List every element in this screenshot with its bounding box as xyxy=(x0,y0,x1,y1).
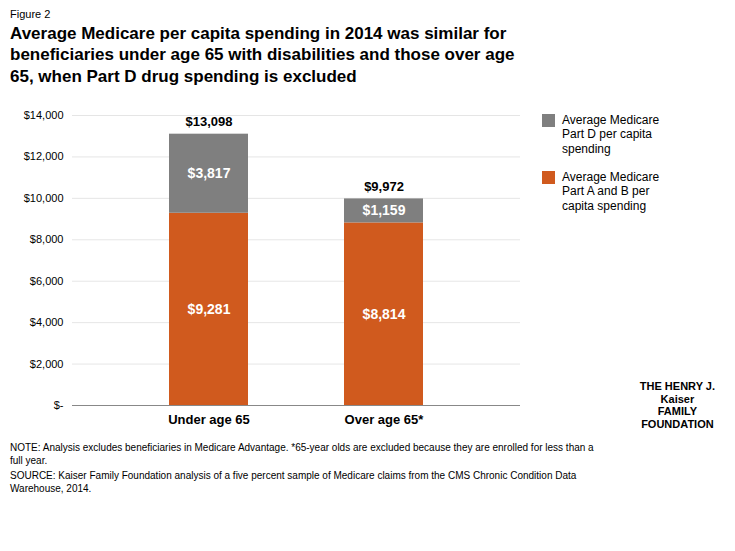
svg-text:$12,000: $12,000 xyxy=(24,150,64,162)
svg-text:$8,814: $8,814 xyxy=(363,305,406,321)
html-text:Average Medicare Part D per ca: Average Medicare Part D per capita spend… xyxy=(562,112,660,156)
svg-text:$6,000: $6,000 xyxy=(30,274,64,286)
svg-text:$2,000: $2,000 xyxy=(30,357,64,369)
svg-text:$13,098: $13,098 xyxy=(186,114,233,129)
svg-text:$14,000: $14,000 xyxy=(24,109,64,121)
svg-text:$9,281: $9,281 xyxy=(188,301,231,317)
svg-text:$4,000: $4,000 xyxy=(30,316,64,328)
html-text:Average Medicare per capita sp: Average Medicare per capita spending in … xyxy=(10,24,515,86)
svg-text:$8,000: $8,000 xyxy=(30,233,64,245)
svg-text:$-: $- xyxy=(54,399,64,411)
html-text:Figure 2: Figure 2 xyxy=(10,8,51,20)
html-text:Average Medicare Part A and B: Average Medicare Part A and B per capita… xyxy=(562,169,660,213)
svg-text:$1,159: $1,159 xyxy=(363,202,406,218)
svg-text:$10,000: $10,000 xyxy=(24,192,64,204)
svg-text:Under age 65: Under age 65 xyxy=(168,411,250,426)
svg-text:Over age 65*: Over age 65* xyxy=(345,411,425,426)
html-text:SOURCE: Kaiser Family Foundati: SOURCE: Kaiser Family Foundation analysi… xyxy=(10,469,577,494)
svg-text:$3,817: $3,817 xyxy=(188,165,231,181)
html-text:NOTE: Analysis excludes benefi: NOTE: Analysis excludes beneficiaries in… xyxy=(10,441,594,466)
svg-text:$9,972: $9,972 xyxy=(364,179,404,194)
html-text:THE HENRY J. Kaiser FAMILY FOU: THE HENRY J. Kaiser FAMILY FOUNDATION xyxy=(639,380,715,431)
